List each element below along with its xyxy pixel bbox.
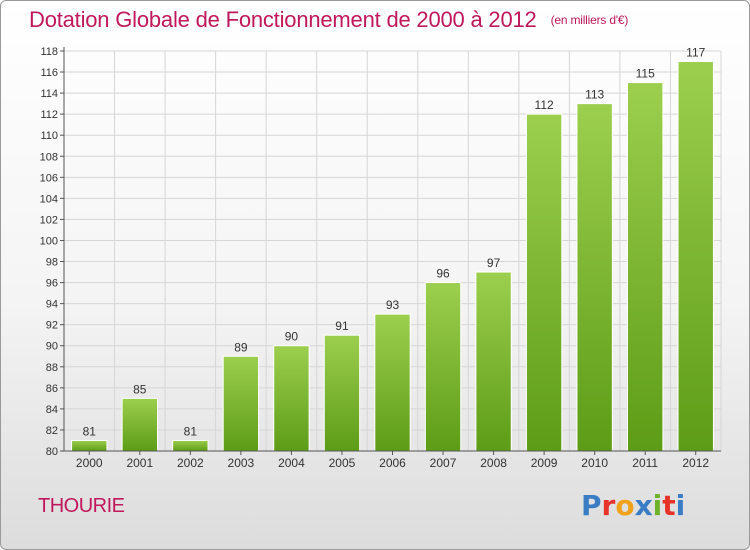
y-tick-label: 80	[46, 446, 58, 458]
x-tick-label-2002: 2002	[177, 456, 204, 470]
x-tick-label-2000: 2000	[76, 456, 103, 470]
x-tick-label-2009: 2009	[531, 456, 558, 470]
x-tick-label-2003: 2003	[228, 456, 255, 470]
bar-2002	[172, 439, 209, 452]
y-tick-label: 92	[46, 320, 58, 332]
logo-letter: P	[581, 489, 602, 522]
data-label-2005: 91	[335, 319, 349, 333]
commune-name: THOURIE	[38, 495, 125, 517]
chart-title-text: Dotation Globale de Fonctionnement de 20…	[29, 7, 537, 32]
data-label-2003: 89	[234, 340, 248, 354]
data-label-2004: 90	[285, 330, 299, 344]
y-tick-label: 112	[40, 109, 58, 121]
y-tick-label: 110	[40, 130, 58, 142]
chart-title: Dotation Globale de Fonctionnement de 20…	[29, 7, 628, 33]
y-tick-label: 114	[40, 88, 58, 100]
bar-2004	[273, 345, 310, 452]
x-tick-label-2001: 2001	[126, 456, 153, 470]
data-label-2010: 113	[585, 88, 604, 102]
y-tick-label: 82	[46, 425, 58, 437]
x-tick-label-2008: 2008	[480, 456, 507, 470]
y-tick-label: 116	[40, 67, 58, 79]
logo-letter: r	[601, 489, 616, 522]
x-tick-label-2012: 2012	[682, 456, 709, 470]
bar-2009	[525, 113, 563, 452]
logo-letter: i	[652, 489, 663, 522]
y-tick-label: 100	[40, 235, 58, 247]
logo-letter: i	[675, 489, 686, 522]
bar-2006	[374, 313, 411, 452]
data-label-2011: 115	[636, 67, 655, 81]
data-label-2000: 81	[83, 424, 97, 438]
y-tick-label: 96	[46, 278, 58, 290]
x-tick-label-2010: 2010	[581, 456, 608, 470]
y-tick-label: 84	[46, 404, 58, 416]
y-tick-label: 102	[40, 214, 58, 226]
y-tick-label: 88	[46, 362, 58, 374]
logo-letter: o	[615, 489, 635, 522]
logo-letter: t	[662, 489, 676, 522]
y-tick-label: 108	[40, 151, 58, 163]
y-tick-label: 98	[46, 257, 58, 269]
bar-2011	[627, 82, 664, 452]
bar-2005	[323, 334, 361, 452]
bars	[71, 61, 714, 452]
bar-2007	[424, 282, 462, 452]
bar-2001	[121, 397, 158, 452]
x-tick-label-2005: 2005	[329, 456, 356, 470]
data-label-2006: 93	[386, 298, 400, 312]
y-tick-label: 106	[40, 172, 58, 184]
data-label-2007: 96	[436, 267, 450, 281]
bar-2000	[71, 439, 108, 452]
x-tick-label-2006: 2006	[379, 456, 406, 470]
y-tick-label: 86	[46, 383, 58, 395]
bar-2008	[475, 271, 512, 452]
x-tick-label-2007: 2007	[430, 456, 457, 470]
bar-2012	[677, 61, 714, 452]
x-tick-label-2004: 2004	[278, 456, 305, 470]
y-tick-label: 104	[40, 193, 58, 205]
y-tick-label: 90	[46, 341, 58, 353]
data-label-2009: 112	[535, 98, 554, 112]
bar-2010	[576, 103, 613, 452]
y-tick-label: 118	[40, 46, 58, 58]
data-label-2002: 81	[184, 424, 198, 438]
x-tick-label-2011: 2011	[632, 456, 658, 470]
data-label-2008: 97	[487, 256, 501, 270]
y-tick-label: 94	[46, 299, 58, 311]
proxiti-logo[interactable]: Proxiti	[581, 489, 685, 522]
data-label-2001: 85	[133, 382, 147, 396]
data-label-2012: 117	[686, 46, 705, 60]
bar-2003	[222, 355, 260, 452]
chart-subtitle: (en milliers d'€)	[550, 13, 629, 27]
axes: 80 82 84 86 88 90 92 94 96 98 100 102 104 106 108 110 11…	[40, 46, 721, 470]
logo-letter: x	[634, 489, 653, 522]
data-labels: 81 85 81 89 90 91 93 96 97 112 113 115 117	[83, 46, 706, 439]
